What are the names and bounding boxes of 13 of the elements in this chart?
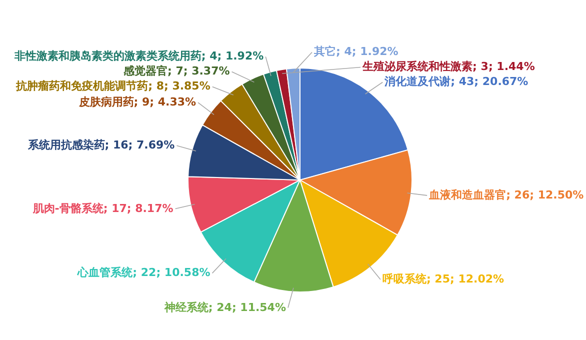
slice-label: 其它; 4; 1.92%	[313, 45, 398, 58]
slice-label: 消化道及代谢; 43; 20.67%	[384, 75, 528, 88]
slice-label: 非性激素和胰岛素类的激素类系统用药; 4; 1.92%	[13, 50, 264, 63]
slice-label: 心血管系统; 22; 10.58%	[76, 266, 210, 280]
slice-label: 肌肉-骨骼系统; 17; 8.17%	[32, 202, 174, 215]
slice-label: 血液和造血器官; 26; 12.50%	[428, 188, 584, 202]
slice-label: 抗肿瘤药和免疫机能调节药; 8; 3.85%	[15, 80, 210, 93]
slice-label: 系统用抗感染药; 16; 7.69%	[26, 138, 175, 152]
slice-label: 皮肤病用药; 9; 4.33%	[78, 96, 196, 109]
slice-label: 感觉器官; 7; 3.37%	[122, 64, 230, 78]
slice-label: 生殖泌尿系统和性激素; 3; 1.44%	[362, 60, 535, 74]
slice-label: 呼吸系统; 25; 12.02%	[382, 272, 504, 286]
slice-label: 神经系统; 24; 11.54%	[163, 300, 286, 314]
